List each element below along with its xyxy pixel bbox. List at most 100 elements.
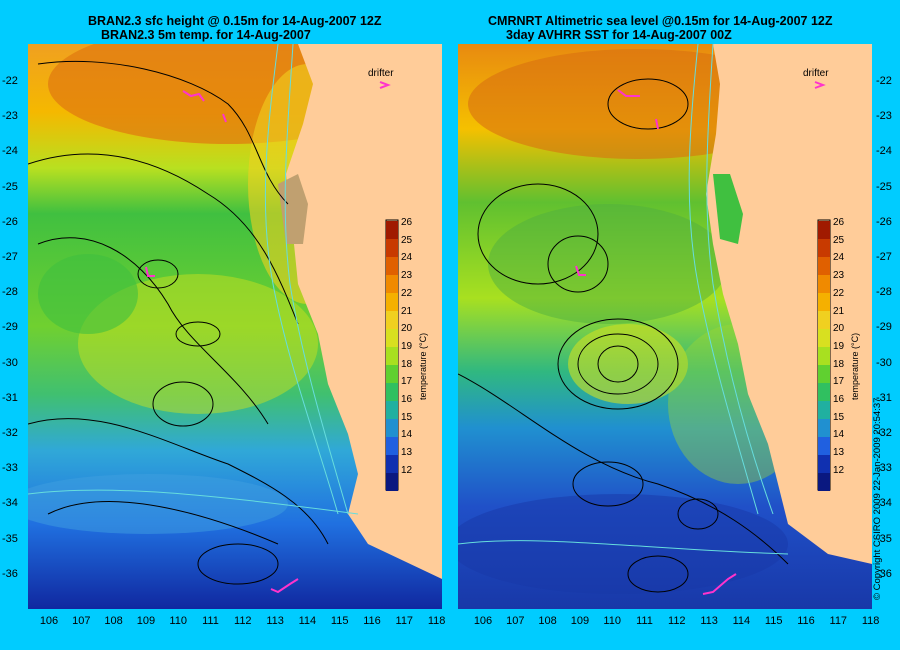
right-colorbar-tick: 23	[833, 270, 845, 282]
left-colorbar-segment	[386, 347, 398, 365]
left-colorbar-segment	[386, 221, 398, 239]
right-lat-tick: -25	[876, 180, 892, 193]
left-colorbar-segment	[386, 365, 398, 383]
right-lon-tick: 113	[700, 615, 718, 627]
left-colorbar-tick: 16	[401, 394, 413, 405]
right-title-line1: CMRNRT Altimetric sea level @0.15m for 1…	[488, 14, 833, 28]
left-colorbar-segment	[386, 329, 398, 347]
right-colorbar-tick: 25	[833, 234, 845, 246]
left-colorbar-segment	[386, 419, 398, 437]
right-colorbar-segment	[818, 275, 830, 293]
right-colorbar-segment	[818, 419, 830, 437]
left-lat-tick: -26	[2, 215, 18, 228]
left-colorbar-tick: 17	[401, 376, 413, 388]
left-lat-tick: -33	[2, 462, 18, 475]
right-lat-tick: -26	[876, 215, 892, 228]
left-colorbar-label: temperature (°C)	[418, 332, 428, 400]
right-lon-tick: 108	[538, 615, 557, 627]
right-colorbar-tick: 14	[833, 429, 845, 441]
left-colorbar-tick: 23	[401, 270, 413, 282]
right-colorbar-segment	[818, 383, 830, 401]
left-lon-tick: 112	[234, 615, 252, 627]
left-lat-tick: -28	[2, 286, 18, 299]
left-lon-tick: 113	[266, 615, 284, 627]
right-lon-tick: 118	[861, 615, 880, 627]
right-lat-tick: -36	[876, 567, 892, 580]
left-colorbar-segment	[386, 401, 398, 419]
right-lon-tick: 111	[636, 615, 653, 627]
right-colorbar-tick: 17	[833, 376, 845, 388]
left-lat-tick: -23	[2, 110, 18, 123]
left-colorbar-segment	[386, 437, 398, 455]
left-colorbar-tick: 26	[401, 217, 413, 228]
right-colorbar-segment	[818, 401, 830, 419]
right-title-line2: 3day AVHRR SST for 14-Aug-2007 00Z	[506, 28, 732, 42]
right-colorbar-segment	[818, 347, 830, 365]
left-lat-tick: -30	[2, 356, 18, 369]
left-lon-tick: 115	[330, 615, 349, 627]
right-lat-tick: -23	[876, 110, 892, 123]
right-colorbar-segment	[818, 293, 830, 311]
right-colorbar-segment	[818, 329, 830, 347]
right-lat-tick: -31	[876, 391, 892, 404]
right-map-panel: drifter	[458, 44, 872, 609]
right-colorbar-segment	[818, 473, 830, 491]
left-lon-tick: 109	[136, 615, 156, 627]
right-colorbar-segment	[818, 437, 830, 455]
left-colorbar-segment	[386, 473, 398, 491]
left-lon-tick: 107	[72, 615, 91, 627]
left-colorbar-segment	[386, 311, 398, 329]
right-lat-tick: -22	[876, 75, 892, 87]
left-colorbar-tick: 18	[401, 358, 413, 370]
copyright-text: © Copyright CSIRO 2009 22-Jan-2009 20:54…	[872, 397, 883, 600]
right-colorbar-tick: 16	[833, 394, 845, 405]
left-lon-tick: 118	[427, 615, 446, 627]
right-lat-tick: -35	[876, 532, 892, 545]
left-lon-tick: 108	[104, 615, 123, 627]
left-colorbar-tick: 25	[401, 234, 413, 246]
left-lon-tick: 106	[39, 615, 59, 627]
left-lon-tick: 116	[363, 615, 381, 627]
right-lat-tick: -34	[876, 497, 892, 510]
left-colorbar-tick: 14	[401, 429, 413, 441]
left-colorbar-segment	[386, 455, 398, 473]
right-colorbar-tick: 21	[833, 305, 845, 317]
left-colorbar-tick: 15	[401, 411, 413, 423]
left-map-panel: drifter	[28, 44, 442, 609]
right-colorbar-tick: 24	[833, 252, 845, 264]
left-colorbar-segment	[386, 293, 398, 311]
right-colorbar-segment	[818, 311, 830, 329]
left-lat-tick: -34	[2, 497, 18, 510]
right-colorbar-tick: 13	[833, 447, 845, 459]
right-colorbar-label: temperature (°C)	[850, 332, 860, 400]
left-lat-tick: -25	[2, 180, 18, 193]
left-colorbar-tick: 24	[401, 252, 413, 264]
right-lon-tick: 117	[829, 615, 848, 627]
right-colorbar-tick: 15	[833, 411, 845, 423]
left-colorbar-tick: 19	[401, 340, 413, 352]
left-colorbar-segment	[386, 239, 398, 257]
right-lat-tick: -30	[876, 356, 892, 369]
left-lon-tick: 117	[395, 615, 414, 627]
left-lat-tick: -27	[2, 251, 18, 263]
right-lat-tick: -29	[876, 321, 892, 334]
left-lat-tick: -24	[2, 145, 18, 158]
right-colorbar-segment	[818, 365, 830, 383]
left-drifter-label: drifter	[368, 68, 394, 79]
right-colorbar-segment	[818, 257, 830, 275]
left-lon-tick: 111	[202, 615, 219, 627]
left-colorbar-tick: 21	[401, 305, 413, 317]
right-lat-tick: -28	[876, 286, 892, 299]
left-colorbar-segment	[386, 383, 398, 401]
right-lon-tick: 115	[764, 615, 783, 627]
left-lat-tick: -22	[2, 75, 18, 87]
right-lat-tick: -27	[876, 251, 892, 263]
right-lat-tick: -24	[876, 145, 892, 158]
right-lon-tick: 112	[668, 615, 686, 627]
right-map-svg	[458, 44, 872, 609]
left-colorbar-tick: 22	[401, 287, 413, 299]
right-colorbar-segment	[818, 221, 830, 239]
right-lat-tick: -32	[876, 427, 892, 439]
left-lon-tick: 114	[298, 615, 317, 627]
right-colorbar-tick: 19	[833, 340, 845, 352]
